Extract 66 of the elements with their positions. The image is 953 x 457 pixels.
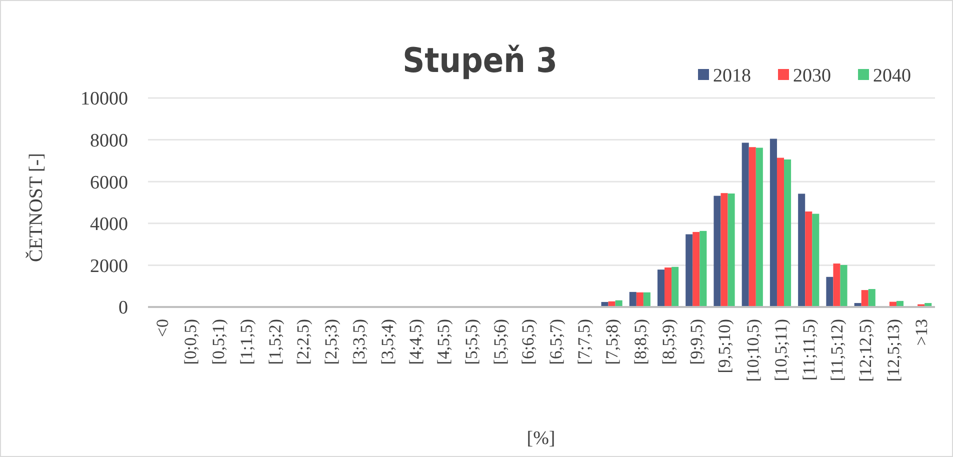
bar bbox=[840, 264, 848, 307]
bar bbox=[770, 138, 777, 307]
bar bbox=[798, 194, 806, 307]
x-tick-label: [9,5;10) bbox=[715, 319, 734, 374]
bar bbox=[643, 292, 650, 307]
x-tick-label: [7,5;8) bbox=[602, 319, 622, 365]
x-tick-label: [7;7,5) bbox=[574, 319, 594, 365]
x-tick-label: [0,5;1) bbox=[209, 319, 228, 365]
y-axis-title: ČETNOST [-] bbox=[25, 153, 47, 262]
bar bbox=[664, 268, 672, 307]
x-tick-label: [11,5;12) bbox=[828, 319, 847, 382]
x-tick-label: [12;12,5) bbox=[856, 319, 875, 382]
bar bbox=[812, 214, 820, 307]
bar bbox=[861, 290, 868, 307]
bar bbox=[629, 292, 636, 307]
x-tick-label: [8,5;9) bbox=[658, 319, 678, 365]
x-tick-label: [10,5;11) bbox=[771, 319, 790, 382]
y-tick-label: 4000 bbox=[90, 214, 128, 236]
x-tick-label: [4;4,5) bbox=[406, 319, 425, 365]
x-axis-title: [%] bbox=[526, 428, 556, 449]
bar bbox=[720, 193, 728, 307]
bar bbox=[826, 276, 834, 307]
bar bbox=[636, 292, 644, 307]
x-tick-label: [6,5;7) bbox=[546, 319, 566, 365]
bar bbox=[742, 142, 749, 307]
y-tick-label: 0 bbox=[118, 298, 128, 319]
bar bbox=[833, 264, 840, 307]
x-tick-label: [2;2,5) bbox=[293, 319, 312, 365]
x-tick-label: [9;9,5) bbox=[687, 319, 706, 365]
x-tick-label: [3,5;4) bbox=[378, 319, 397, 365]
bar bbox=[714, 196, 721, 307]
bar bbox=[672, 266, 679, 307]
x-tick-label: >13 bbox=[912, 319, 932, 346]
bar bbox=[700, 230, 707, 307]
x-tick-label: [5;5,5) bbox=[462, 319, 482, 365]
x-tick-label: [10;10,5) bbox=[743, 319, 762, 382]
bar bbox=[805, 211, 812, 307]
bar bbox=[868, 289, 876, 307]
x-tick-label: [1,5;2) bbox=[265, 319, 284, 365]
y-tick-label: 8000 bbox=[90, 130, 128, 152]
legend-label: 2018 bbox=[713, 66, 751, 87]
x-tick-label: [5,5;6) bbox=[490, 319, 510, 365]
legend-label: 2040 bbox=[873, 66, 911, 87]
bar bbox=[692, 232, 700, 307]
bar bbox=[776, 158, 784, 307]
x-tick-label: [12,5;13) bbox=[884, 319, 903, 382]
x-tick-label: [8;8,5) bbox=[630, 319, 650, 365]
bar bbox=[748, 147, 756, 307]
x-tick-label: [4,5;5) bbox=[434, 319, 454, 365]
x-tick-label: [11;11,5) bbox=[800, 319, 819, 381]
x-tick-label: [3;3,5) bbox=[350, 319, 369, 365]
x-tick-label: [6;6,5) bbox=[518, 319, 538, 365]
bar bbox=[728, 194, 735, 307]
legend-label: 2030 bbox=[793, 66, 831, 87]
bar bbox=[657, 270, 665, 307]
x-tick-label: [0;0,5) bbox=[180, 319, 200, 365]
bar bbox=[784, 159, 792, 307]
y-tick-label: 6000 bbox=[90, 172, 128, 194]
bar bbox=[756, 148, 763, 307]
x-tick-label: [1;1,5) bbox=[237, 319, 256, 365]
y-tick-label: 10000 bbox=[80, 88, 128, 110]
x-tick-label: [2,5;3) bbox=[322, 319, 341, 365]
bar bbox=[686, 234, 693, 307]
y-tick-label: 2000 bbox=[90, 256, 128, 277]
chart-title: Stupeň 3 bbox=[402, 41, 558, 81]
x-tick-label: <0 bbox=[152, 319, 172, 338]
